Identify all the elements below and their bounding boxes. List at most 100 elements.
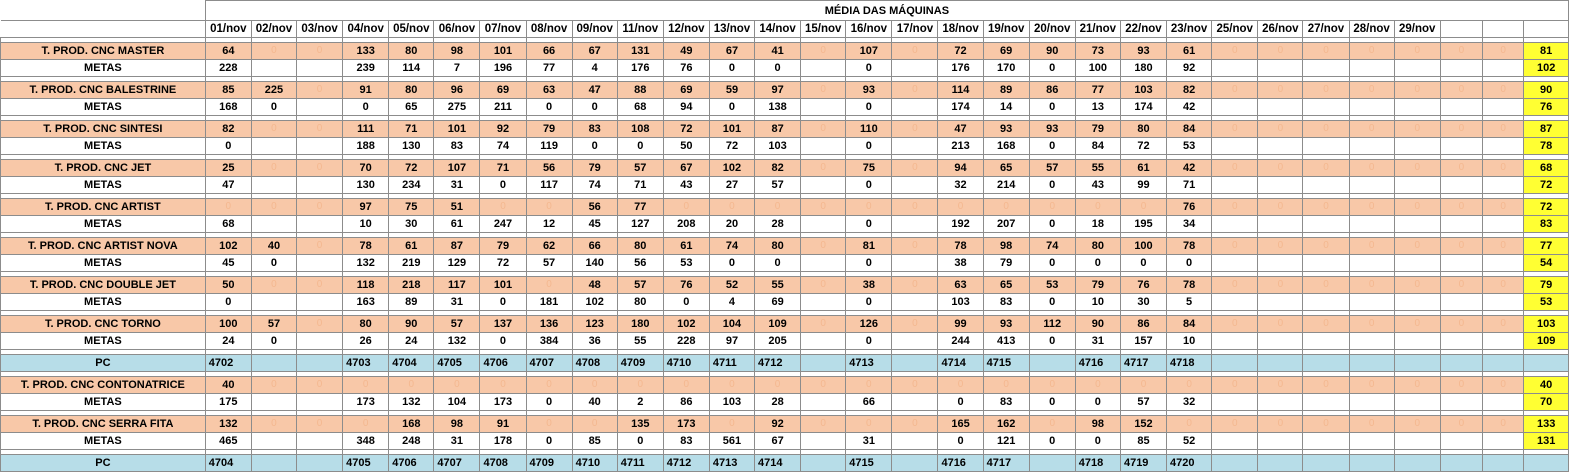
prod-cell[interactable]: 0 — [662, 376, 710, 394]
pc-cell[interactable]: 4710 — [571, 454, 618, 472]
prod-cell[interactable]: 0 — [388, 376, 435, 394]
prod-cell[interactable]: 0 — [1302, 81, 1350, 99]
prod-cell[interactable]: 0 — [891, 415, 939, 433]
date-header[interactable]: 18/nov — [937, 20, 984, 38]
prod-cell[interactable]: 102 — [708, 159, 756, 177]
prod-cell[interactable]: 78 — [937, 237, 984, 255]
prod-cell[interactable]: 0 — [1257, 42, 1304, 60]
meta-cell[interactable]: 43 — [662, 176, 710, 194]
meta-cell[interactable] — [1348, 98, 1395, 116]
prod-cell[interactable]: 91 — [479, 415, 527, 433]
pc-cell[interactable]: 4715 — [982, 354, 1030, 372]
prod-cell[interactable]: 65 — [982, 159, 1030, 177]
meta-cell[interactable] — [1348, 215, 1395, 233]
prod-cell[interactable]: 152 — [1119, 415, 1168, 433]
meta-cell[interactable] — [891, 293, 939, 311]
prod-cell[interactable]: 80 — [388, 81, 435, 99]
prod-cell[interactable]: 0 — [1166, 415, 1213, 433]
pc-cell[interactable]: 4718 — [1166, 354, 1213, 372]
prod-cell[interactable]: 0 — [1393, 276, 1441, 294]
prod-cell[interactable]: 0 — [1439, 376, 1484, 394]
meta-cell[interactable]: 24 — [204, 332, 252, 350]
meta-cell[interactable]: 99 — [1119, 176, 1168, 194]
prod-cell[interactable]: 109 — [754, 315, 802, 333]
pc-cell[interactable]: 4709 — [616, 354, 664, 372]
pc-cell[interactable]: 4715 — [845, 454, 893, 472]
prod-cell[interactable]: 79 — [1074, 120, 1121, 138]
meta-cell[interactable] — [1302, 254, 1350, 272]
meta-cell[interactable]: 275 — [433, 98, 481, 116]
meta-cell[interactable]: 173 — [479, 393, 527, 411]
pc-cell[interactable]: 4705 — [342, 454, 390, 472]
prod-cell[interactable]: 102 — [204, 237, 252, 255]
prod-cell[interactable]: 165 — [937, 415, 984, 433]
meta-cell[interactable]: 0 — [250, 332, 298, 350]
meta-cell[interactable]: 465 — [204, 432, 252, 450]
pc-cell[interactable] — [296, 454, 344, 472]
meta-cell[interactable] — [1393, 254, 1441, 272]
meta-cell[interactable]: 132 — [433, 332, 481, 350]
prod-cell[interactable]: 0 — [479, 198, 527, 216]
pc-label[interactable]: PC — [0, 454, 206, 472]
prod-cell[interactable]: 0 — [800, 81, 847, 99]
pc-cell[interactable] — [1348, 454, 1395, 472]
prod-cell[interactable]: 123 — [571, 315, 618, 333]
prod-cell[interactable]: 0 — [1211, 276, 1259, 294]
prod-cell[interactable]: 0 — [525, 276, 573, 294]
pc-cell[interactable] — [1482, 354, 1525, 372]
pc-cell[interactable]: 4708 — [571, 354, 618, 372]
prod-cell[interactable]: 0 — [1439, 237, 1484, 255]
prod-cell[interactable]: 0 — [1439, 198, 1484, 216]
date-header[interactable]: 14/nov — [754, 20, 802, 38]
meta-cell[interactable]: 196 — [479, 59, 527, 77]
meta-cell[interactable]: 0 — [479, 176, 527, 194]
meta-cell[interactable] — [1439, 293, 1484, 311]
meta-cell[interactable] — [1348, 293, 1395, 311]
prod-cell[interactable]: 0 — [800, 120, 847, 138]
meta-cell[interactable] — [1439, 137, 1484, 155]
meta-cell[interactable]: 66 — [845, 393, 893, 411]
prod-cell[interactable]: 0 — [708, 415, 756, 433]
meta-cell[interactable] — [1302, 137, 1350, 155]
metas-label[interactable]: METAS — [0, 98, 206, 116]
prod-cell[interactable]: 47 — [937, 120, 984, 138]
pc-cell[interactable] — [891, 354, 939, 372]
meta-cell[interactable] — [891, 393, 939, 411]
meta-cell[interactable] — [1348, 176, 1395, 194]
prod-cell[interactable]: 53 — [1028, 276, 1076, 294]
meta-cell[interactable]: 32 — [1166, 393, 1213, 411]
meta-cell[interactable]: 13 — [1074, 98, 1121, 116]
prod-cell[interactable]: 0 — [1393, 415, 1441, 433]
meta-cell[interactable]: 247 — [479, 215, 527, 233]
meta-cell[interactable] — [1439, 59, 1484, 77]
meta-average[interactable]: 53 — [1523, 293, 1569, 311]
date-header[interactable]: 15/nov — [800, 20, 847, 38]
machine-name[interactable]: T. PROD. CNC DOUBLE JET — [0, 276, 206, 294]
prod-cell[interactable]: 0 — [525, 198, 573, 216]
meta-cell[interactable] — [250, 293, 298, 311]
prod-cell[interactable]: 0 — [433, 376, 481, 394]
meta-cell[interactable] — [1482, 293, 1525, 311]
prod-cell[interactable]: 61 — [1166, 42, 1213, 60]
pc-cell[interactable]: 4716 — [937, 454, 984, 472]
meta-cell[interactable]: 0 — [250, 254, 298, 272]
meta-cell[interactable]: 163 — [342, 293, 390, 311]
prod-cell[interactable]: 76 — [1166, 198, 1213, 216]
prod-cell[interactable]: 107 — [433, 159, 481, 177]
prod-cell[interactable]: 0 — [845, 376, 893, 394]
meta-cell[interactable] — [1211, 432, 1259, 450]
meta-cell[interactable]: 71 — [1166, 176, 1213, 194]
prod-cell[interactable]: 78 — [1166, 237, 1213, 255]
pc-cell[interactable] — [1393, 454, 1441, 472]
prod-cell[interactable]: 0 — [1257, 415, 1304, 433]
prod-average[interactable]: 77 — [1523, 237, 1569, 255]
meta-cell[interactable]: 0 — [479, 293, 527, 311]
prod-cell[interactable]: 111 — [342, 120, 390, 138]
prod-cell[interactable]: 0 — [1348, 276, 1395, 294]
prod-cell[interactable]: 72 — [937, 42, 984, 60]
meta-cell[interactable]: 83 — [982, 293, 1030, 311]
prod-cell[interactable]: 62 — [525, 237, 573, 255]
meta-cell[interactable]: 31 — [433, 293, 481, 311]
meta-cell[interactable] — [1257, 59, 1304, 77]
meta-cell[interactable]: 173 — [342, 393, 390, 411]
